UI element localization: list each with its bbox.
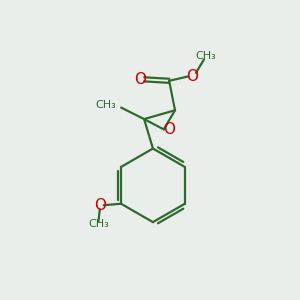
- Text: CH₃: CH₃: [88, 219, 109, 229]
- Text: O: O: [163, 122, 175, 137]
- Text: O: O: [186, 69, 198, 84]
- Text: O: O: [94, 198, 106, 213]
- Text: CH₃: CH₃: [95, 100, 116, 110]
- Text: CH₃: CH₃: [195, 51, 216, 61]
- Text: O: O: [134, 72, 146, 87]
